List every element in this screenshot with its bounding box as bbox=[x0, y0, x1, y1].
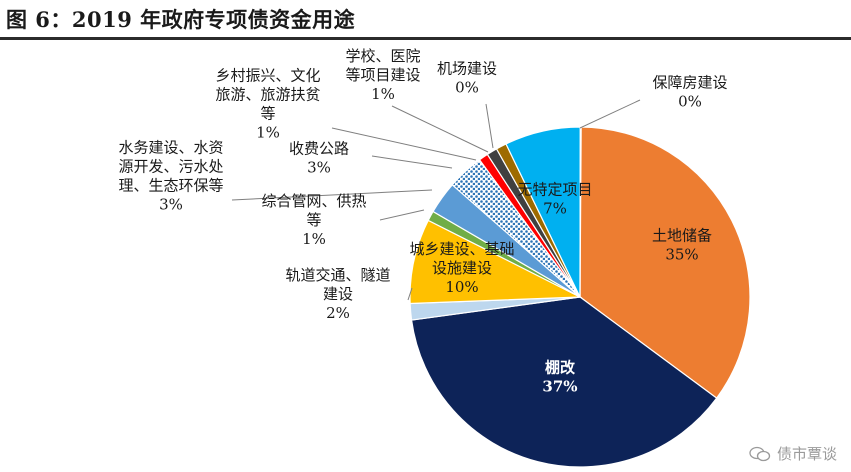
slice-name: 无特定项目 bbox=[517, 181, 592, 199]
wechat-icon bbox=[749, 446, 771, 461]
slice-name: 旅游、旅游扶贫 bbox=[215, 86, 320, 104]
leader-line-4 bbox=[379, 209, 425, 221]
slice-name: 设施建设 bbox=[432, 259, 492, 277]
slice-name: 乡村振兴、文化 bbox=[215, 67, 320, 85]
slice-label-10: 无特定项目 7% bbox=[517, 181, 592, 218]
slice-value: 1% bbox=[371, 85, 395, 103]
slice-value: 3% bbox=[159, 196, 183, 214]
slice-name: 源开发、污水处 bbox=[118, 158, 223, 176]
slice-label-5: 水务建设、水资源开发、污水处理、生态环保等 3% bbox=[118, 139, 223, 214]
slice-label-11: 保障房建设 0% bbox=[652, 74, 727, 111]
slice-value: 1% bbox=[256, 124, 280, 142]
slice-value: 7% bbox=[543, 200, 567, 218]
leader-line-2 bbox=[407, 287, 413, 301]
pie-slice-1 bbox=[410, 296, 718, 468]
slice-name: 棚改 bbox=[545, 359, 576, 377]
slice-value: 1% bbox=[302, 230, 326, 248]
slice-label-8: 学校、医院等项目建设 1% bbox=[345, 47, 420, 103]
slice-label-3: 城乡建设、基础设施建设 10% bbox=[409, 240, 514, 296]
slice-label-2: 轨道交通、隧道建设 2% bbox=[285, 266, 390, 322]
slice-name: 等 bbox=[260, 105, 275, 123]
slice-value: 37% bbox=[542, 378, 577, 396]
slice-name: 学校、医院 bbox=[345, 47, 420, 65]
slice-label-1: 棚改 37% bbox=[542, 359, 577, 396]
slice-name: 土地储备 bbox=[652, 227, 712, 245]
leader-line-7 bbox=[331, 127, 477, 161]
pie-slice-0 bbox=[579, 126, 751, 399]
leader-line-5 bbox=[231, 189, 433, 201]
slice-label-6: 收费公路 3% bbox=[289, 140, 349, 177]
slice-name: 机场建设 bbox=[437, 60, 497, 78]
title-divider bbox=[0, 37, 851, 40]
chart-title: 图 6：2019 年政府专项债资金用途 bbox=[6, 7, 356, 32]
slice-name: 理、生态环保等 bbox=[118, 177, 223, 195]
leader-line-9 bbox=[485, 103, 494, 149]
slice-value: 3% bbox=[307, 159, 331, 177]
slice-label-4: 综合管网、供热等 1% bbox=[261, 192, 366, 248]
slice-label-9: 机场建设 0% bbox=[437, 60, 497, 97]
watermark-text: 债市覃谈 bbox=[776, 445, 837, 463]
slice-name: 城乡建设、基础 bbox=[409, 240, 514, 258]
slice-name: 等项目建设 bbox=[345, 66, 420, 84]
slice-label-7: 乡村振兴、文化旅游、旅游扶贫等 1% bbox=[215, 67, 320, 142]
slice-name: 综合管网、供热 bbox=[261, 192, 366, 210]
slice-value: 35% bbox=[665, 246, 698, 264]
slice-value: 0% bbox=[455, 79, 479, 97]
watermark: 债市覃谈 bbox=[749, 443, 837, 464]
slice-value: 2% bbox=[326, 304, 350, 322]
slice-value: 10% bbox=[445, 278, 478, 296]
slice-name: 建设 bbox=[323, 285, 353, 303]
slice-name: 轨道交通、隧道 bbox=[285, 266, 390, 284]
leader-line-6 bbox=[371, 155, 453, 169]
slice-name: 收费公路 bbox=[289, 140, 349, 158]
slice-value: 0% bbox=[678, 93, 702, 111]
slice-name: 水务建设、水资 bbox=[118, 139, 223, 157]
slice-name: 等 bbox=[306, 211, 321, 229]
slice-label-0: 土地储备 35% bbox=[652, 227, 712, 264]
leader-line-8 bbox=[391, 105, 489, 153]
leader-line-11 bbox=[579, 99, 641, 129]
slice-name: 保障房建设 bbox=[652, 74, 727, 92]
